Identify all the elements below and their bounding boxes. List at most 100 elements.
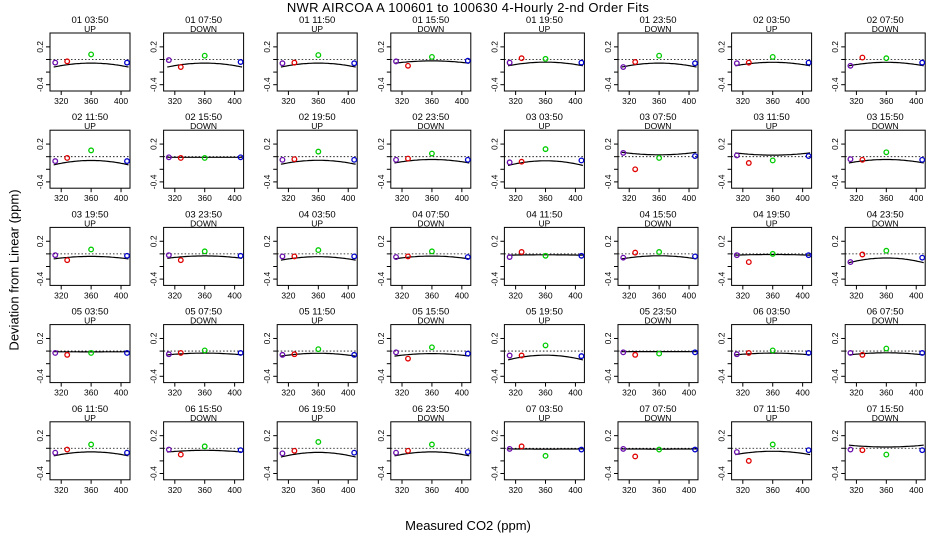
data-point	[165, 57, 172, 64]
panel-direction: UP	[311, 413, 323, 423]
x-tick-label: 360	[425, 485, 439, 495]
data-point	[201, 52, 208, 59]
x-tick-label: 320	[622, 96, 636, 106]
panel-frame	[163, 32, 245, 92]
x-tick-label: 400	[228, 96, 242, 106]
data-point	[847, 62, 854, 69]
data-point	[88, 246, 95, 253]
data-point	[883, 149, 890, 156]
data-point	[578, 252, 585, 259]
data-point	[237, 252, 244, 259]
data-point	[632, 453, 639, 460]
panel-direction: UP	[311, 121, 323, 131]
data-point	[745, 160, 752, 166]
panel-title: 01 23:50	[640, 15, 677, 26]
y-tick-label: 0.2	[830, 332, 840, 344]
y-tick-label: 0.2	[489, 332, 499, 344]
x-tick-label: 400	[114, 388, 128, 398]
panel-frame	[276, 129, 358, 189]
y-tick-label: 0.2	[830, 138, 840, 150]
x-tick-label: 360	[652, 388, 666, 398]
y-tick-label: -0.4	[717, 466, 727, 481]
y-tick-label: 0.2	[35, 235, 45, 247]
x-tick-label: 360	[766, 485, 780, 495]
data-point	[847, 259, 854, 266]
panel-title: 05 19:50	[526, 307, 563, 318]
data-point	[883, 451, 890, 458]
y-tick-label: 0.2	[717, 138, 727, 150]
x-tick-label: 320	[736, 485, 750, 495]
page-title: NWR AIRCOA A 100601 to 100630 4-Hourly 2…	[286, 0, 650, 15]
panel-title: 07 03:50	[526, 404, 563, 415]
y-tick-label: 0.2	[35, 138, 45, 150]
panel-frame	[390, 32, 472, 92]
y-tick-label: -0.4	[717, 272, 727, 287]
x-tick-label: 320	[168, 96, 182, 106]
x-tick-label: 320	[54, 388, 68, 398]
x-tick-label: 320	[281, 290, 295, 300]
panel-direction: UP	[766, 413, 778, 423]
panel-frame	[617, 226, 699, 286]
y-tick-label: 0.2	[376, 429, 386, 441]
data-point	[769, 157, 776, 164]
panel-title: 07 15:50	[867, 404, 904, 415]
y-tick-label: 0.2	[262, 332, 272, 344]
panel-title: 04 23:50	[867, 209, 904, 220]
panel-direction: UP	[84, 121, 96, 131]
y-tick-label: 0.2	[376, 332, 386, 344]
y-tick-label: -0.4	[489, 272, 499, 287]
panel-title: 02 11:50	[72, 112, 108, 123]
x-tick-label: 360	[311, 193, 325, 203]
x-tick-label: 320	[281, 193, 295, 203]
data-point	[805, 447, 812, 454]
panel-title: 04 07:50	[412, 209, 449, 220]
x-tick-label: 320	[622, 388, 636, 398]
data-point	[506, 59, 513, 66]
y-tick-label: 0.2	[149, 429, 159, 441]
panel-direction: DOWN	[190, 218, 217, 228]
data-point	[52, 350, 59, 356]
data-point	[237, 154, 244, 161]
data-point	[464, 449, 471, 456]
fit-curve	[735, 61, 811, 67]
data-point	[237, 59, 244, 65]
data-point	[847, 156, 854, 163]
panel-frame	[49, 324, 131, 384]
x-tick-label: 320	[509, 290, 523, 300]
fit-curve	[394, 353, 470, 357]
data-point	[542, 55, 549, 62]
x-tick-label: 360	[84, 96, 98, 106]
data-point	[393, 449, 399, 456]
data-point	[124, 59, 130, 66]
panel-frame	[503, 324, 585, 384]
panel-direction: UP	[311, 24, 323, 34]
panel-frame	[844, 226, 926, 286]
data-point	[315, 439, 322, 445]
y-tick-label: 0.2	[376, 235, 386, 247]
data-point	[393, 349, 399, 356]
x-tick-label: 320	[622, 485, 636, 495]
panel-direction: UP	[766, 316, 778, 326]
panel-title: 07 11:50	[753, 404, 789, 415]
data-point	[177, 64, 184, 70]
data-point	[859, 447, 866, 454]
data-point	[405, 155, 411, 162]
x-tick-label: 400	[796, 485, 810, 495]
panel-frame	[731, 421, 813, 481]
data-point	[859, 156, 866, 163]
x-tick-label: 360	[652, 290, 666, 300]
panel-direction: DOWN	[645, 121, 672, 131]
data-point	[859, 351, 866, 358]
data-point	[165, 154, 172, 161]
y-tick-label: -0.4	[35, 272, 45, 287]
x-tick-label: 360	[538, 290, 552, 300]
x-tick-label: 400	[228, 193, 242, 203]
data-point	[542, 146, 549, 153]
